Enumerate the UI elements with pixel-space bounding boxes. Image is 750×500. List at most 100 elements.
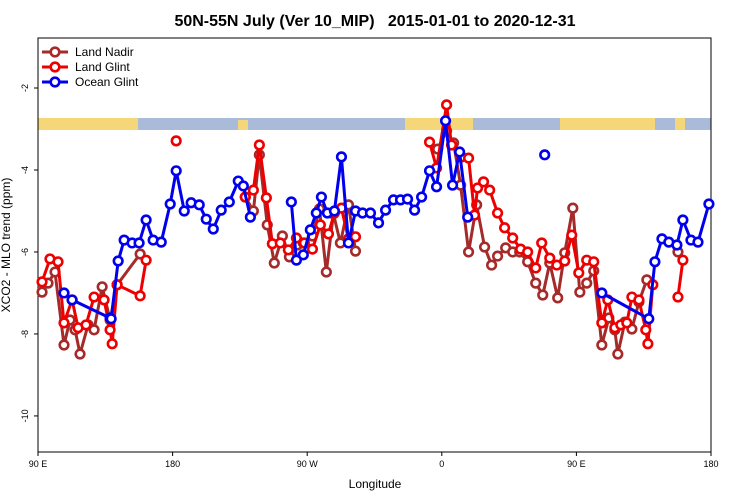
data-point bbox=[642, 338, 654, 350]
land-band bbox=[675, 118, 685, 130]
data-point bbox=[588, 256, 600, 268]
data-point bbox=[692, 236, 704, 248]
data-point bbox=[552, 292, 564, 304]
data-point bbox=[140, 254, 152, 266]
data-point bbox=[566, 229, 578, 241]
data-point bbox=[105, 313, 117, 325]
data-point bbox=[215, 204, 227, 216]
data-point bbox=[178, 205, 190, 217]
data-point bbox=[80, 319, 92, 331]
data-point bbox=[486, 259, 498, 271]
data-point bbox=[98, 294, 110, 306]
data-point bbox=[581, 277, 593, 289]
x-tick-label: 180 bbox=[165, 459, 180, 469]
data-point bbox=[633, 294, 645, 306]
data-point bbox=[462, 211, 474, 223]
data-point bbox=[544, 252, 556, 264]
data-point bbox=[274, 237, 286, 249]
series-line bbox=[40, 257, 148, 346]
data-point bbox=[96, 281, 108, 293]
data-point bbox=[290, 254, 303, 266]
data-point bbox=[573, 267, 585, 279]
y-tick-label: -2 bbox=[20, 84, 30, 92]
data-point bbox=[66, 294, 78, 306]
legend-label: Ocean Glint bbox=[75, 75, 139, 89]
y-axis-label: XCO2 - MLO trend (ppm) bbox=[0, 178, 13, 313]
data-point bbox=[379, 204, 392, 216]
data-point bbox=[310, 207, 322, 219]
data-point bbox=[530, 262, 542, 274]
data-point bbox=[52, 256, 64, 268]
data-point bbox=[703, 198, 715, 210]
y-tick-label: -4 bbox=[20, 166, 30, 174]
data-point bbox=[335, 151, 348, 163]
data-point bbox=[247, 184, 259, 196]
ocean-band bbox=[38, 118, 711, 130]
data-point bbox=[58, 287, 70, 299]
data-point bbox=[478, 241, 491, 253]
data-point bbox=[671, 239, 683, 251]
data-point bbox=[536, 237, 548, 249]
data-point bbox=[430, 181, 443, 193]
series bbox=[36, 99, 689, 350]
data-point bbox=[134, 290, 146, 302]
data-point bbox=[297, 249, 309, 261]
data-point bbox=[484, 184, 496, 196]
data-point bbox=[322, 228, 335, 240]
plot-frame bbox=[37, 37, 712, 453]
data-point bbox=[672, 291, 684, 303]
data-point bbox=[164, 198, 176, 210]
data-point bbox=[499, 222, 511, 234]
data-point bbox=[423, 136, 436, 148]
data-point bbox=[133, 237, 145, 249]
data-point bbox=[677, 214, 689, 226]
data-point bbox=[364, 207, 377, 219]
x-tick-label: 180 bbox=[703, 459, 718, 469]
data-point bbox=[522, 246, 534, 258]
data-point bbox=[530, 277, 542, 289]
chart-title: 50N-55N July (Ver 10_MIP) 2015-01-01 to … bbox=[174, 13, 575, 30]
land-ocean-strip bbox=[38, 118, 711, 130]
data-point bbox=[253, 139, 265, 151]
legend-marker bbox=[49, 61, 61, 73]
data-point bbox=[193, 199, 205, 211]
data-point bbox=[621, 317, 633, 329]
legend-marker bbox=[49, 46, 61, 58]
series-line bbox=[289, 119, 470, 262]
data-point bbox=[88, 291, 100, 303]
data-point bbox=[260, 192, 272, 204]
data-point bbox=[446, 179, 459, 191]
data-point bbox=[440, 99, 453, 111]
x-tick-label: 90 E bbox=[567, 459, 586, 469]
data-point bbox=[342, 237, 355, 249]
legend-label: Land Glint bbox=[75, 60, 130, 74]
data-point bbox=[306, 243, 319, 255]
series-line bbox=[676, 259, 685, 298]
data-point bbox=[207, 223, 219, 235]
land-band bbox=[38, 118, 138, 130]
x-tick-label: 90 W bbox=[297, 459, 319, 469]
data-point bbox=[423, 165, 436, 177]
data-point bbox=[477, 176, 490, 188]
data-point bbox=[372, 217, 385, 229]
data-point bbox=[170, 135, 182, 147]
data-point bbox=[596, 339, 608, 351]
data-point bbox=[401, 193, 414, 205]
legend-marker bbox=[49, 76, 61, 88]
data-point bbox=[268, 257, 280, 269]
data-point bbox=[104, 324, 116, 336]
data-point bbox=[349, 245, 362, 257]
x-tick-label: 90 E bbox=[29, 459, 48, 469]
land-band bbox=[560, 118, 655, 130]
land-band bbox=[405, 118, 473, 130]
data-point bbox=[58, 317, 70, 329]
legend-label: Land Nadir bbox=[75, 45, 134, 59]
x-tick-label: 0 bbox=[439, 459, 444, 469]
data-point bbox=[596, 317, 608, 329]
series bbox=[58, 115, 715, 325]
data-point bbox=[453, 146, 466, 158]
data-point bbox=[74, 348, 86, 360]
x-axis-label: Longitude bbox=[349, 477, 402, 491]
data-point bbox=[140, 214, 152, 226]
